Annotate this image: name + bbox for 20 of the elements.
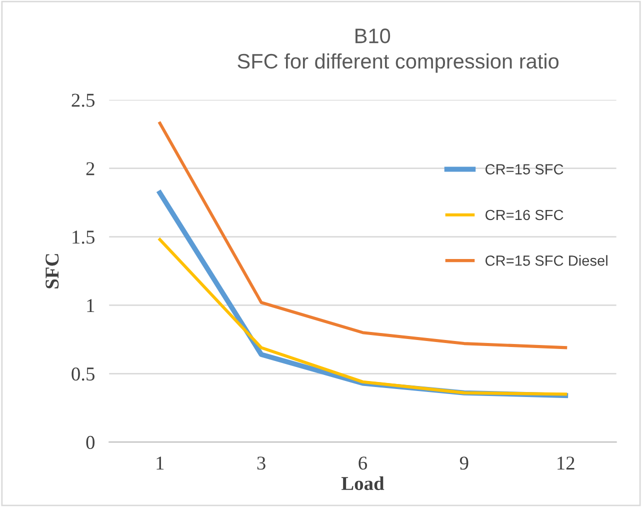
y-tick-label: 0 <box>86 436 95 450</box>
legend-label: CR=15 SFC Diesel <box>486 255 608 266</box>
legend-label: CR=16 SFC <box>486 210 564 220</box>
x-tick-label: 6 <box>358 456 368 470</box>
legend-label: CR=15 SFC <box>486 164 564 174</box>
y-tick-label: 0.5 <box>72 367 94 381</box>
chart-title: B10 <box>356 28 390 44</box>
y-axis-title: SFC <box>46 254 59 288</box>
y-tick-label: 2 <box>86 162 94 176</box>
y-tick-label: 1 <box>87 299 94 312</box>
x-tick-label: 9 <box>460 456 468 470</box>
line-series <box>158 238 568 396</box>
x-tick-label: 3 <box>257 456 266 470</box>
chart-subtitle: SFC for different compression ratio <box>238 53 559 73</box>
x-tick-label: 12 <box>558 456 574 470</box>
line-series <box>158 122 568 350</box>
y-tick-label: 2.5 <box>72 94 94 107</box>
x-tick-label: 1 <box>156 456 164 470</box>
x-axis-title: Load <box>341 476 384 490</box>
y-tick-label: 1.5 <box>72 230 94 244</box>
